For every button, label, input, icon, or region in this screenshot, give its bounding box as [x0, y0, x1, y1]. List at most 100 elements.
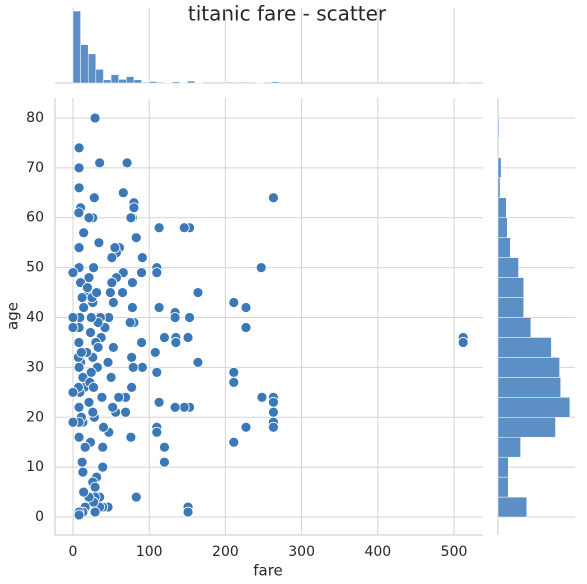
histogram-bar	[497, 337, 552, 358]
point	[153, 396, 165, 408]
point	[102, 356, 114, 368]
point	[107, 401, 119, 413]
point	[192, 356, 204, 368]
point	[67, 312, 79, 323]
histogram-bar	[497, 417, 556, 438]
histogram-bar	[110, 74, 119, 84]
point	[169, 401, 181, 413]
point	[67, 267, 79, 279]
point	[87, 406, 99, 418]
point	[240, 322, 252, 333]
point	[159, 456, 170, 468]
histogram-bar	[141, 81, 150, 84]
histogram-bar	[187, 80, 196, 84]
histogram-bar	[118, 79, 127, 84]
point	[178, 401, 190, 413]
point	[83, 396, 95, 408]
point	[73, 401, 85, 413]
y-tick-label: 50	[26, 260, 44, 276]
point	[77, 466, 89, 478]
point	[151, 426, 163, 438]
point	[79, 441, 91, 453]
point	[136, 337, 147, 348]
point	[136, 267, 147, 279]
histogram-bar	[497, 237, 511, 258]
point	[149, 347, 161, 358]
point	[92, 342, 104, 353]
point	[89, 481, 101, 493]
histogram-bar	[497, 397, 571, 418]
point	[82, 282, 93, 293]
point	[184, 312, 195, 323]
histogram-bar	[225, 81, 234, 84]
histogram-bar	[461, 82, 470, 84]
point	[117, 287, 128, 298]
point	[105, 371, 117, 383]
histogram-bar	[156, 81, 165, 84]
point	[107, 297, 119, 308]
point	[151, 366, 163, 378]
point	[78, 302, 90, 313]
histogram-bar	[497, 257, 519, 278]
point	[73, 509, 85, 521]
histogram-bar	[133, 79, 142, 84]
point	[73, 337, 85, 348]
point	[106, 252, 118, 264]
point	[88, 262, 99, 274]
y-tick-label: 40	[26, 309, 44, 325]
histogram-bar	[72, 10, 81, 84]
point	[182, 332, 194, 343]
histogram-bar	[103, 79, 112, 84]
histogram-bar	[497, 317, 532, 338]
point	[136, 361, 148, 373]
point	[153, 302, 165, 313]
point	[255, 262, 267, 274]
histogram-bar	[497, 177, 501, 199]
point	[91, 287, 103, 298]
point	[73, 142, 85, 154]
x-tick-label: 100	[136, 544, 163, 560]
point	[83, 212, 95, 224]
point	[76, 456, 88, 468]
histogram-bar	[497, 436, 521, 458]
point	[127, 277, 138, 288]
point	[170, 337, 182, 348]
point	[73, 242, 85, 254]
point	[159, 441, 170, 453]
point	[228, 366, 240, 378]
point	[256, 391, 268, 403]
point	[182, 506, 194, 518]
point	[73, 431, 85, 443]
point	[169, 312, 181, 323]
x-axis-label: fare	[253, 562, 283, 580]
y-tick-label: 70	[26, 160, 44, 176]
point	[151, 267, 163, 279]
point	[67, 322, 79, 333]
histogram-bar	[497, 357, 560, 378]
point	[73, 182, 85, 194]
histogram-bar	[497, 117, 500, 139]
histogram-bar	[87, 53, 97, 84]
y-tick-label: 80	[26, 110, 44, 126]
histogram-bar	[148, 81, 158, 84]
point	[228, 297, 240, 308]
x-tick-label: 400	[364, 544, 391, 560]
point	[178, 222, 190, 234]
y-tick-label: 20	[26, 409, 44, 425]
point	[73, 162, 85, 174]
point	[76, 292, 88, 303]
point	[121, 157, 133, 169]
point	[192, 287, 204, 298]
histogram-bar	[497, 456, 509, 478]
point	[73, 207, 85, 219]
point	[106, 277, 118, 288]
point	[117, 187, 129, 199]
point	[126, 352, 138, 363]
histogram-bar	[497, 297, 524, 318]
point	[159, 332, 170, 343]
point	[97, 461, 109, 473]
point	[153, 222, 165, 234]
point	[107, 342, 119, 353]
y-tick-label: 10	[26, 459, 44, 475]
